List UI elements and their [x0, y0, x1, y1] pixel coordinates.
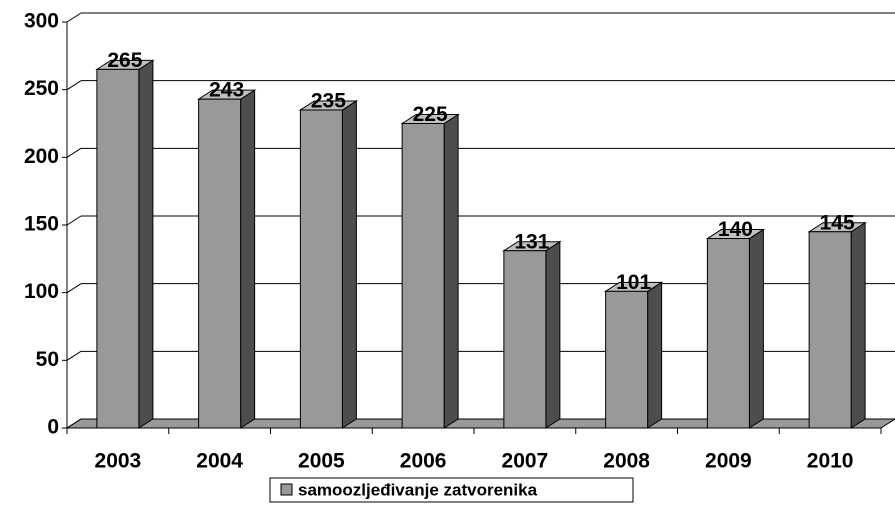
y-tick-label: 100 [24, 280, 59, 303]
bar-side [850, 221, 866, 429]
bar [299, 109, 343, 429]
bar [605, 290, 649, 429]
floor [65, 418, 895, 429]
value-label: 243 [209, 79, 244, 102]
value-label: 225 [413, 103, 448, 126]
y-tick-label: 250 [24, 77, 59, 100]
legend-swatch [280, 483, 293, 496]
bar-side [748, 228, 764, 429]
wall-line [66, 215, 82, 226]
x-tick-label: 2007 [502, 450, 549, 473]
wall-line [66, 80, 82, 91]
x-tick-label: 2010 [807, 450, 854, 473]
value-label: 265 [107, 49, 142, 72]
y-tick-label: 50 [36, 348, 59, 371]
bar-side [240, 89, 256, 429]
bar [503, 250, 547, 429]
bar [198, 98, 242, 429]
y-tick-label: 150 [24, 213, 59, 236]
x-tick-label: 2006 [400, 450, 447, 473]
legend-label: samoozljeđivanje zatvorenika [298, 480, 538, 499]
x-tick-label: 2004 [196, 450, 243, 473]
wall-line [66, 418, 82, 429]
bar-side [545, 240, 561, 429]
x-tick-label: 2009 [705, 450, 752, 473]
bar-side [341, 100, 357, 429]
legend-box [269, 477, 634, 503]
bar [96, 68, 140, 429]
value-label: 101 [616, 271, 651, 294]
wall-line [66, 350, 82, 361]
bar-side [443, 113, 459, 429]
y-tick-label: 0 [47, 416, 59, 439]
y-tick-label: 200 [24, 145, 59, 168]
value-label: 131 [514, 230, 549, 253]
x-tick-label: 2008 [603, 450, 650, 473]
wall-line [66, 283, 82, 294]
wall-line [66, 12, 82, 23]
bar [706, 238, 750, 429]
x-tick-label: 2003 [95, 450, 142, 473]
y-tick-label: 300 [24, 10, 59, 33]
bar-side [138, 59, 154, 429]
bar-side [647, 281, 663, 429]
bar [808, 231, 852, 429]
bar [401, 123, 445, 429]
value-label: 235 [311, 90, 346, 113]
x-tick-label: 2005 [298, 450, 345, 473]
wall-line [66, 147, 82, 158]
value-label: 145 [820, 211, 855, 234]
value-label: 140 [718, 218, 753, 241]
